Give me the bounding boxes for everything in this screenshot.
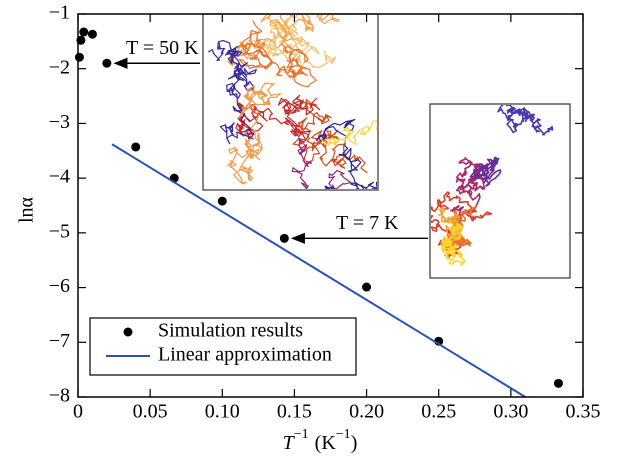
data-point: [79, 28, 88, 37]
x-tick-label: 0.15: [277, 401, 312, 423]
inset-trajectory-7k: [424, 99, 570, 278]
y-axis-label: lnα: [16, 196, 38, 223]
data-point: [280, 234, 289, 243]
annotation: T = 50 K: [126, 37, 199, 59]
y-tick-label: −1: [49, 2, 70, 24]
x-tick-label: 0.10: [205, 401, 240, 423]
x-tick-label: 0.20: [349, 401, 384, 423]
x-tick-label: 0: [73, 401, 83, 423]
y-tick-label: −6: [49, 275, 70, 297]
chart: T−1(K−1) lnα Simulation resultsLinear ap…: [0, 0, 625, 467]
y-tick-label: −4: [49, 166, 70, 188]
x-label-close: ): [351, 432, 358, 454]
legend-marker: [124, 328, 133, 337]
legend-label: Linear approximation: [158, 344, 332, 366]
data-point: [218, 197, 227, 206]
y-tick-label: −2: [49, 56, 70, 78]
y-tick-label: −8: [49, 385, 70, 407]
legend-label: Simulation results: [158, 320, 303, 342]
x-label-exp: −1: [294, 427, 309, 442]
annotation: T = 7 K: [336, 212, 399, 234]
x-tick-label: 0.30: [493, 401, 528, 423]
x-axis-label: T−1(K−1): [283, 427, 358, 453]
data-point: [88, 30, 97, 39]
y-tick-label: −5: [49, 220, 70, 242]
inset-trajectory-50k: [203, 2, 460, 248]
x-tick-label: 0.35: [566, 401, 601, 423]
x-tick-label: 0.25: [421, 401, 456, 423]
y-tick-label: −7: [49, 330, 70, 352]
x-label-unit-exp: −1: [336, 427, 351, 442]
data-point: [75, 53, 84, 62]
data-point: [554, 379, 563, 388]
data-point: [102, 59, 111, 68]
data-point: [131, 142, 140, 151]
x-tick-label: 0.05: [133, 401, 168, 423]
data-point: [362, 283, 371, 292]
y-tick-label: −3: [49, 111, 70, 133]
x-label-unit: (K: [315, 432, 337, 454]
